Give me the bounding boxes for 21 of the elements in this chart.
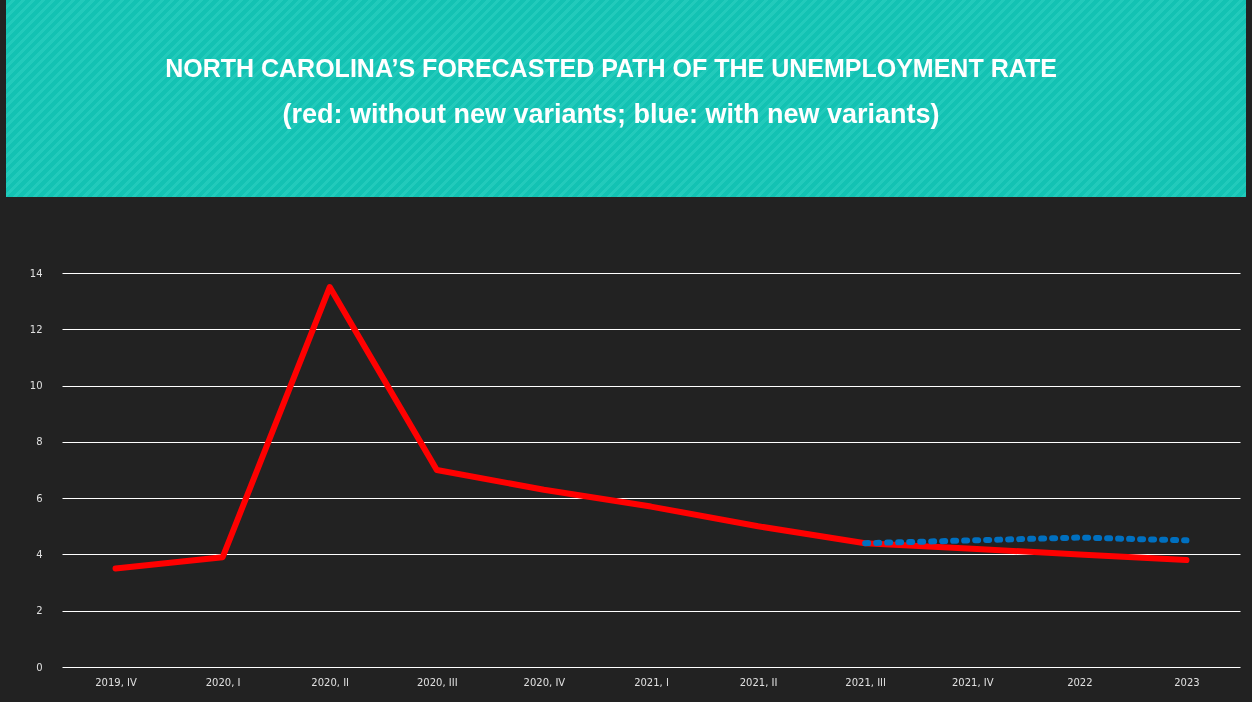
- y-tick-label: 6: [36, 492, 43, 504]
- x-tick-label: 2020, IV: [523, 676, 566, 688]
- chart-subtitle: (red: without new variants; blue: with new variants): [282, 99, 940, 129]
- x-tick-label: 2022: [1067, 676, 1093, 688]
- x-tick-label: 2021, IV: [951, 676, 994, 688]
- x-tick-label: 2023: [1174, 676, 1200, 688]
- y-tick-label: 0: [36, 661, 43, 673]
- x-tick-label: 2021, II: [739, 676, 778, 688]
- y-tick-label: 2: [36, 605, 43, 617]
- x-tick-label: 2020, II: [311, 676, 350, 688]
- chart-title: NORTH CAROLINA’S FORECASTED PATH OF THE UNEMPLOYMENT RATE: [165, 54, 1057, 82]
- x-tick-label: 2021, III: [845, 676, 887, 688]
- x-tick-label: 2020, I: [205, 676, 241, 688]
- x-tick-label: 2019, IV: [95, 676, 137, 688]
- y-tick-label: 14: [29, 267, 43, 279]
- y-tick-label: 10: [29, 380, 43, 392]
- y-tick-label: 12: [29, 323, 43, 335]
- x-tick-label: 2021, I: [634, 676, 669, 688]
- x-tick-label: 2020, III: [416, 676, 458, 688]
- y-tick-label: 8: [36, 436, 43, 448]
- y-tick-label: 4: [36, 548, 43, 560]
